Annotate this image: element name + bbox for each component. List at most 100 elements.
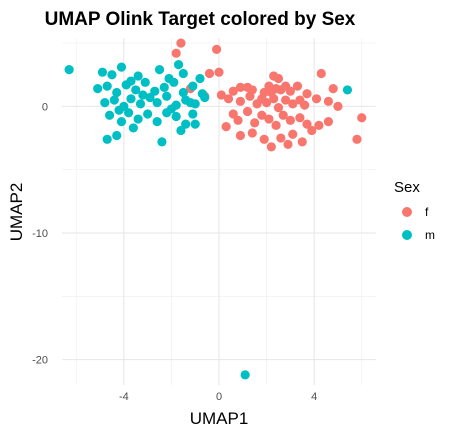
point-f [176,38,185,47]
chart-title: UMAP Olink Target colored by Sex [45,9,356,30]
point-f [274,74,283,83]
point-f [264,114,273,123]
point-m [153,98,162,107]
point-f [333,102,342,111]
point-f [329,84,338,93]
point-m [141,78,150,87]
point-f [224,94,233,103]
y-tick-label: -10 [32,228,48,240]
point-f [286,116,295,125]
point-m [169,78,178,87]
point-f [236,97,245,106]
y-axis-title: UMAP2 [7,183,26,242]
point-f [312,94,321,103]
point-m [241,370,250,379]
point-m [167,104,176,113]
point-f [243,107,252,116]
point-m [188,109,197,118]
x-axis-title: UMAP1 [190,409,249,428]
point-f [295,113,304,122]
x-tick-label: 4 [311,391,317,403]
point-m [117,63,126,72]
point-f [236,131,245,140]
point-m [153,117,162,126]
legend: Sex f m [394,179,435,242]
point-m [107,70,116,79]
point-f [212,45,221,54]
y-tick-label: 0 [42,101,48,113]
point-m [343,85,352,94]
point-f [283,140,292,149]
point-f [172,49,181,58]
point-m [162,92,171,101]
point-m [112,131,121,140]
point-f [267,142,276,151]
point-m [100,98,109,107]
point-f [245,92,254,101]
point-f [352,135,361,144]
point-m [110,95,119,104]
point-m [126,94,135,103]
legend-label-m: m [425,228,435,242]
point-m [105,111,114,120]
point-m [195,74,204,83]
legend-label-f: f [425,205,429,219]
point-m [143,109,152,118]
point-m [98,68,107,77]
point-m [134,114,143,123]
x-tick-label: -4 [119,391,129,403]
data-points [65,38,367,379]
point-f [307,126,316,135]
point-m [138,90,147,99]
point-m [179,69,188,78]
point-f [324,97,333,106]
point-m [155,65,164,74]
point-m [134,71,143,80]
point-f [214,68,223,77]
point-f [288,130,297,139]
point-m [103,135,112,144]
point-f [260,135,269,144]
point-f [248,128,257,137]
point-m [122,80,131,89]
point-f [250,118,259,127]
point-m [103,82,112,91]
point-f [357,113,366,122]
point-f [298,137,307,146]
legend-title: Sex [394,179,420,196]
point-f [293,82,302,91]
point-f [271,121,280,130]
x-tick-label: 0 [216,391,222,403]
point-m [176,126,185,135]
point-m [160,83,169,92]
legend-key-f [402,207,412,217]
point-f [205,69,214,78]
point-f [302,89,311,98]
point-m [114,106,123,115]
point-m [191,120,200,129]
y-tick-label: -20 [32,355,48,367]
point-f [269,94,278,103]
point-f [324,117,333,126]
point-m [124,108,133,117]
point-m [65,65,74,74]
point-f [274,103,283,112]
point-m [117,117,126,126]
legend-key-m [402,230,412,240]
point-f [222,122,231,131]
point-m [174,60,183,69]
point-m [200,93,209,102]
point-m [188,82,197,91]
point-m [157,137,166,146]
point-f [276,133,285,142]
point-m [136,99,145,108]
point-m [129,123,138,132]
point-f [233,116,242,125]
point-f [300,101,309,110]
point-f [317,69,326,78]
point-m [93,84,102,93]
point-m [172,112,181,121]
point-m [186,98,195,107]
